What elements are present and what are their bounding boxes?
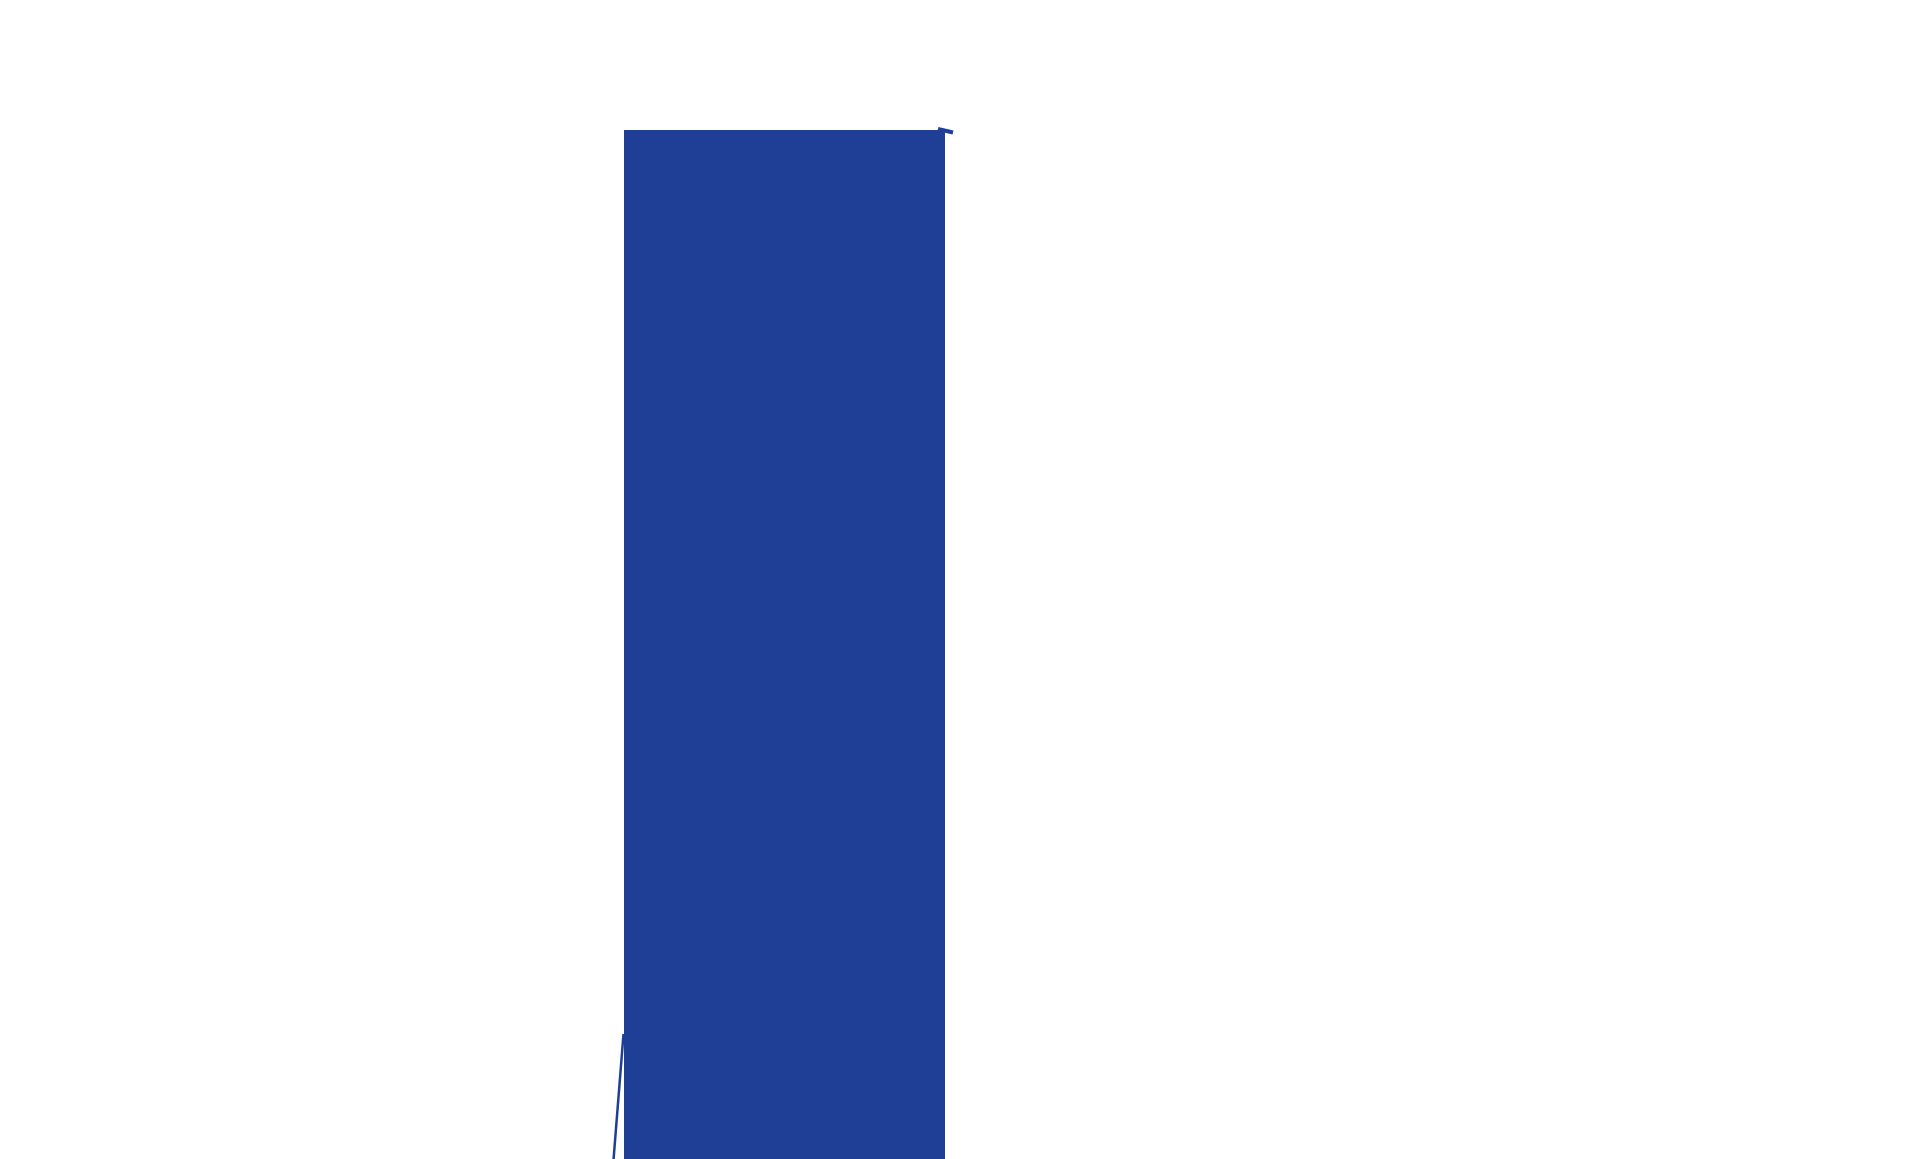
bottom-left-diagonal-stroke bbox=[612, 1033, 625, 1159]
top-right-tick-stroke bbox=[937, 127, 954, 135]
blue-bar-shape bbox=[624, 130, 945, 1159]
